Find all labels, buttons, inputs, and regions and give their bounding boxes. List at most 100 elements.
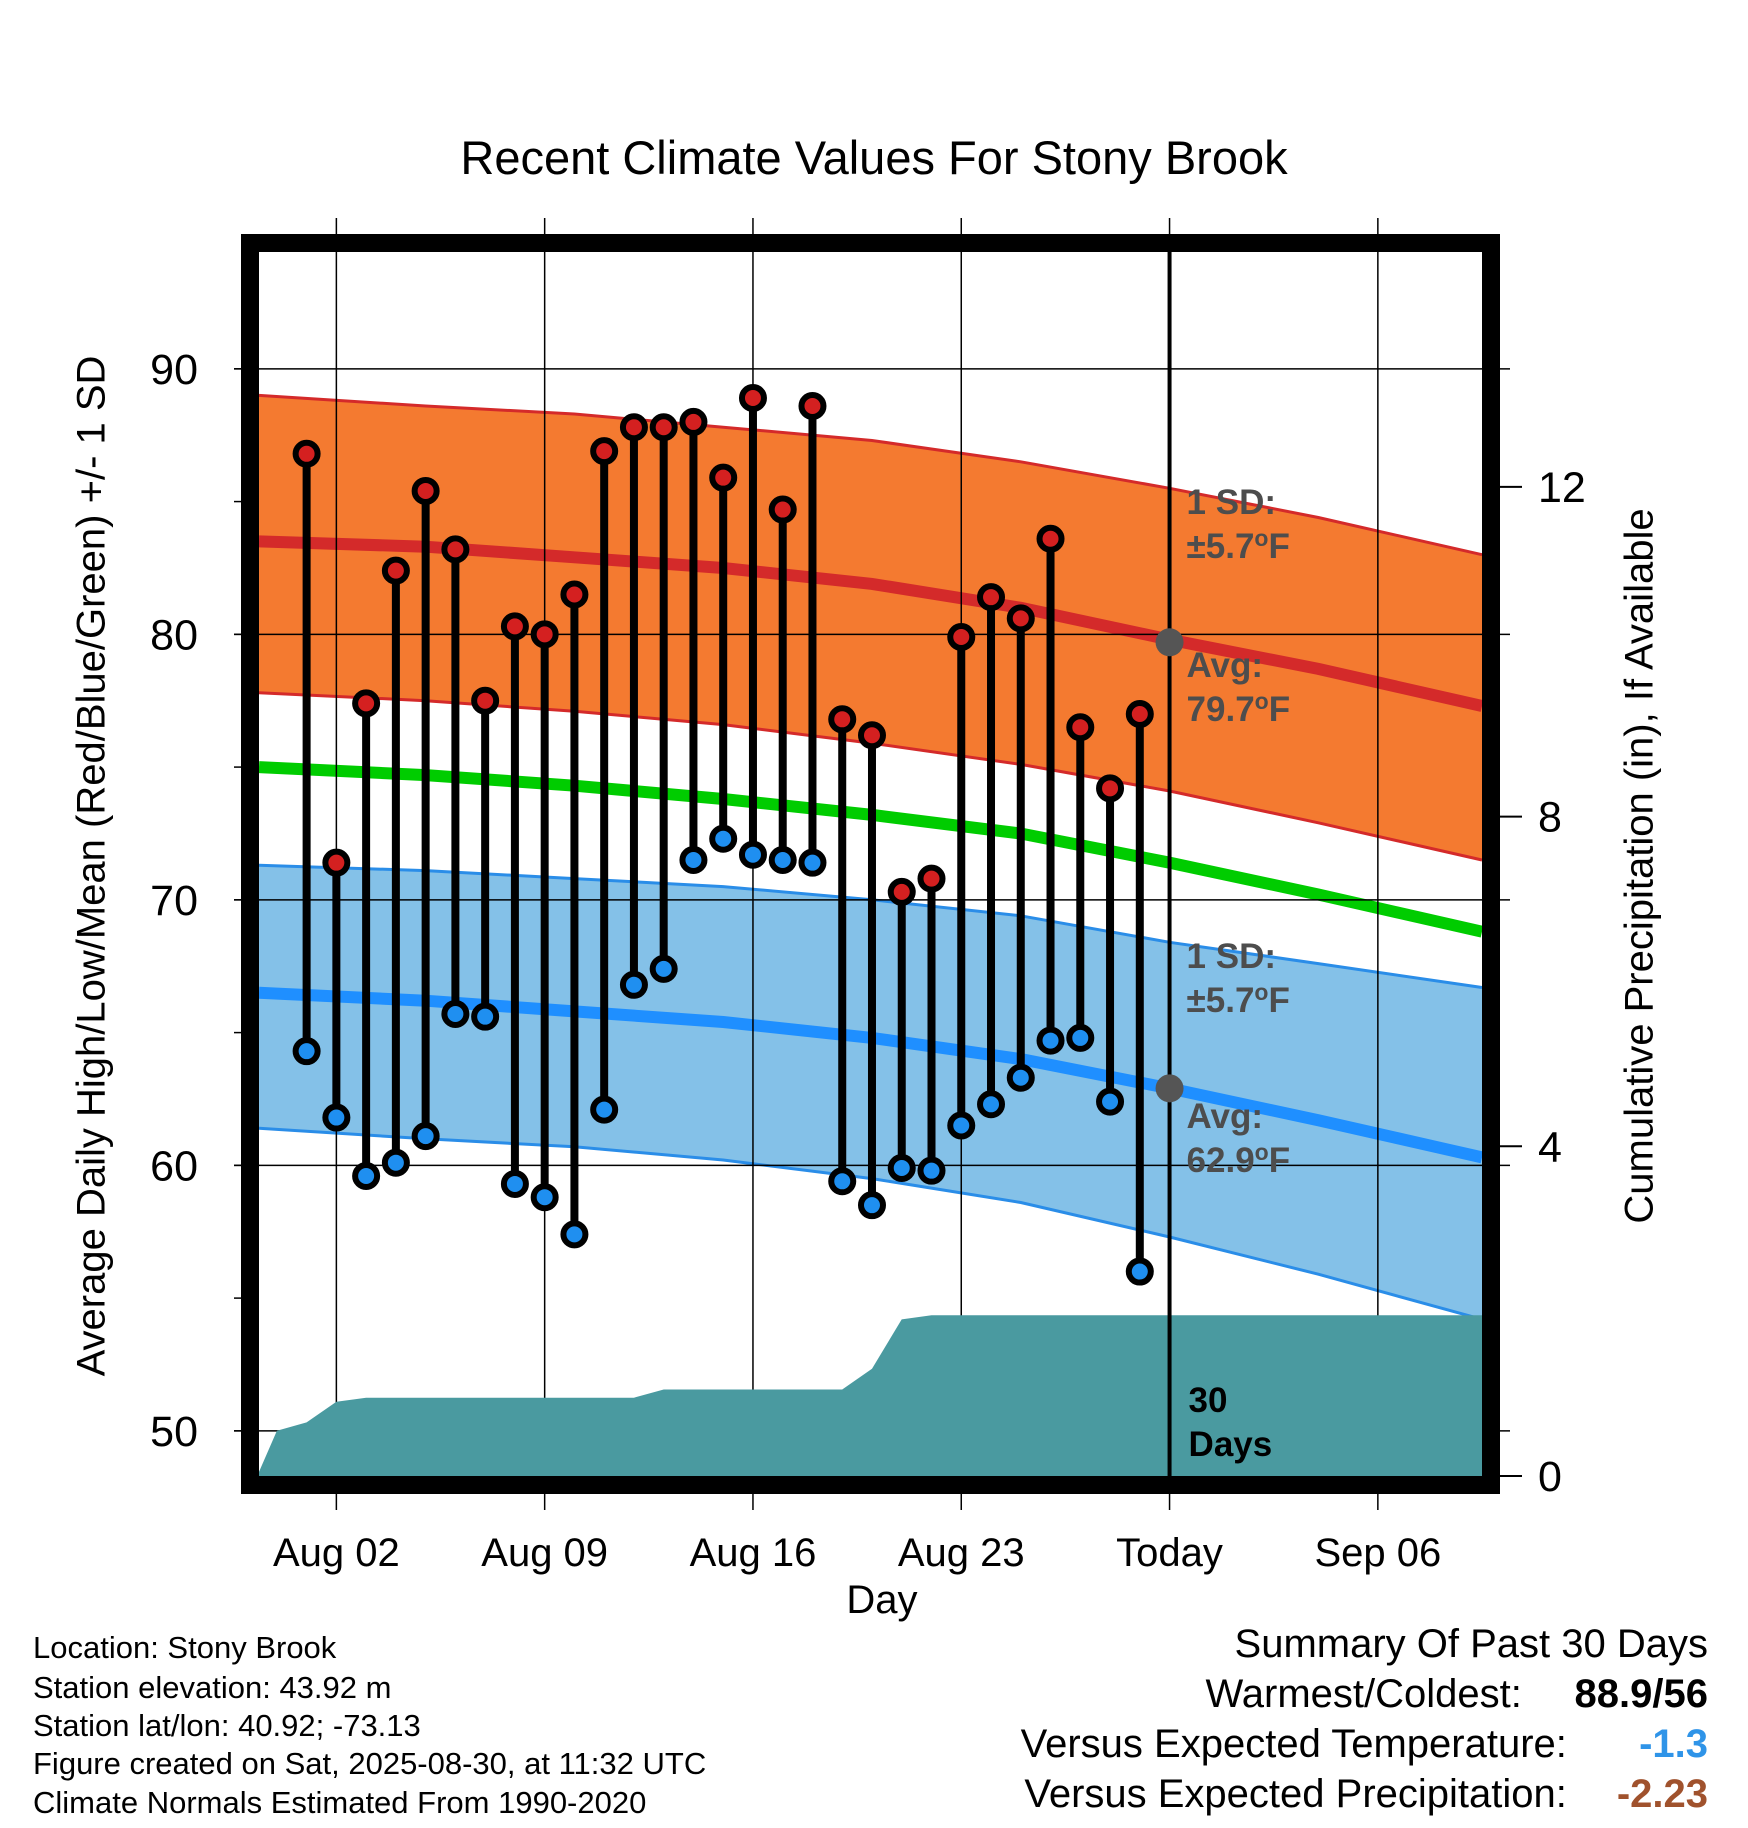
daily-high-marker <box>887 877 916 906</box>
daily-high-marker <box>381 556 410 585</box>
x-axis-label: Day <box>846 1578 918 1622</box>
x-tick-label: Aug 02 <box>273 1531 400 1575</box>
summary-precipitation: Versus Expected Precipitation: -2.23 <box>1024 1772 1708 1817</box>
precip-days-label: Days <box>1189 1425 1273 1464</box>
daily-high-marker <box>738 384 767 413</box>
location-text: Location: Stony Brook <box>33 1630 337 1665</box>
low-sd-label: 1 SD: <box>1187 937 1276 976</box>
daily-low-marker <box>947 1111 976 1140</box>
normals-text: Climate Normals Estimated From 1990-2020 <box>33 1785 647 1820</box>
daily-low-marker <box>1096 1087 1125 1116</box>
daily-low-marker <box>887 1154 916 1183</box>
x-tick-label: Today <box>1116 1531 1223 1575</box>
daily-high-marker <box>1006 604 1035 633</box>
y2-tick-label: 12 <box>1538 464 1586 512</box>
daily-high-marker <box>857 721 886 750</box>
daily-high-marker <box>1096 774 1125 803</box>
daily-low-marker <box>709 824 738 853</box>
y-axis-label-right: Cumulative Precipitation (in), If Availa… <box>1617 508 1662 1224</box>
daily-high-marker <box>947 622 976 651</box>
daily-high-marker <box>917 864 946 893</box>
created-text: Figure created on Sat, 2025-08-30, at 11… <box>33 1746 707 1781</box>
daily-high-marker <box>977 583 1006 612</box>
low-avg-value: 62.9oF <box>1187 1139 1291 1180</box>
precip-anomaly-value: -2.23 <box>1616 1772 1708 1816</box>
daily-high-marker <box>560 580 589 609</box>
daily-low-marker <box>560 1220 589 1249</box>
daily-high-marker <box>828 705 857 734</box>
daily-high-marker <box>411 476 440 505</box>
daily-high-marker <box>619 413 648 442</box>
summary-temperature: Versus Expected Temperature: -1.3 <box>1021 1722 1708 1767</box>
today-low-avg-marker <box>1155 1074 1184 1103</box>
daily-low-marker <box>530 1183 559 1212</box>
daily-high-marker <box>649 413 678 442</box>
y-tick-label: 60 <box>150 1142 198 1190</box>
daily-low-marker <box>619 970 648 999</box>
y2-tick-label: 4 <box>1538 1123 1562 1171</box>
daily-high-marker <box>679 407 708 436</box>
y-axis-label-left: Average Daily High/Low/Mean (Red/Blue/Gr… <box>69 355 114 1377</box>
daily-low-marker <box>1066 1023 1095 1052</box>
daily-high-marker <box>1066 713 1095 742</box>
daily-high-marker <box>292 439 321 468</box>
daily-low-marker <box>322 1103 351 1132</box>
high-sd-label: 1 SD: <box>1187 483 1276 522</box>
daily-low-marker <box>292 1037 321 1066</box>
daily-low-marker <box>381 1148 410 1177</box>
precip-area <box>259 1315 1482 1476</box>
y-tick-label: 50 <box>150 1408 198 1456</box>
normal-high-line <box>258 535 1484 712</box>
y-tick-label: 80 <box>150 611 198 659</box>
daily-low-marker <box>917 1156 946 1185</box>
y-tick-label: 90 <box>150 346 198 394</box>
daily-high-marker <box>709 463 738 492</box>
daily-high-marker <box>322 848 351 877</box>
warm-cold-value: 88.9/56 <box>1574 1672 1708 1716</box>
x-tick-label: Aug 09 <box>481 1531 608 1575</box>
daily-low-marker <box>1125 1257 1154 1286</box>
high-sd-upper-edge <box>258 393 1483 557</box>
daily-low-marker <box>352 1161 381 1190</box>
daily-low-marker <box>590 1095 619 1124</box>
chart-title: Recent Climate Values For Stony Brook <box>460 131 1288 184</box>
daily-low-marker <box>768 846 797 875</box>
summary-warm-cold: Warmest/Coldest: 88.9/56 <box>1206 1672 1709 1717</box>
y-tick-label: 70 <box>150 877 198 925</box>
high-avg-value: 79.7oF <box>1187 688 1291 729</box>
x-tick-label: Aug 23 <box>898 1531 1025 1575</box>
y2-tick-label: 0 <box>1538 1453 1562 1501</box>
daily-low-marker <box>649 954 678 983</box>
daily-high-marker <box>768 495 797 524</box>
daily-high-marker <box>441 535 470 564</box>
daily-low-marker <box>471 1002 500 1031</box>
plot-frame <box>241 234 1500 1494</box>
daily-low-marker <box>798 848 827 877</box>
daily-high-marker <box>471 686 500 715</box>
today-high-avg-marker <box>1155 628 1184 657</box>
low-sd-value: ±5.7oF <box>1187 979 1290 1020</box>
daily-low-marker <box>738 840 767 869</box>
high-avg-label: Avg: <box>1187 646 1263 685</box>
daily-low-marker <box>857 1191 886 1220</box>
daily-low-marker <box>828 1167 857 1196</box>
daily-high-marker <box>352 689 381 718</box>
daily-low-marker <box>1036 1026 1065 1055</box>
daily-low-marker <box>441 1000 470 1029</box>
daily-high-marker <box>500 612 529 641</box>
daily-high-marker <box>1125 699 1154 728</box>
daily-low-marker <box>977 1090 1006 1119</box>
temp-label: Versus Expected Temperature: <box>1020 1722 1567 1766</box>
daily-high-marker <box>530 620 559 649</box>
daily-high-marker <box>798 391 827 420</box>
summary-heading: Summary Of Past 30 Days <box>1234 1622 1708 1666</box>
x-tick-label: Sep 06 <box>1314 1531 1441 1575</box>
daily-high-marker <box>590 437 619 466</box>
daily-low-marker <box>500 1169 529 1198</box>
high-sd-value: ±5.7oF <box>1187 525 1290 566</box>
low-avg-label: Avg: <box>1187 1097 1263 1136</box>
daily-low-marker <box>1006 1063 1035 1092</box>
temp-anomaly-value: -1.3 <box>1639 1722 1708 1766</box>
daily-low-marker <box>411 1122 440 1151</box>
